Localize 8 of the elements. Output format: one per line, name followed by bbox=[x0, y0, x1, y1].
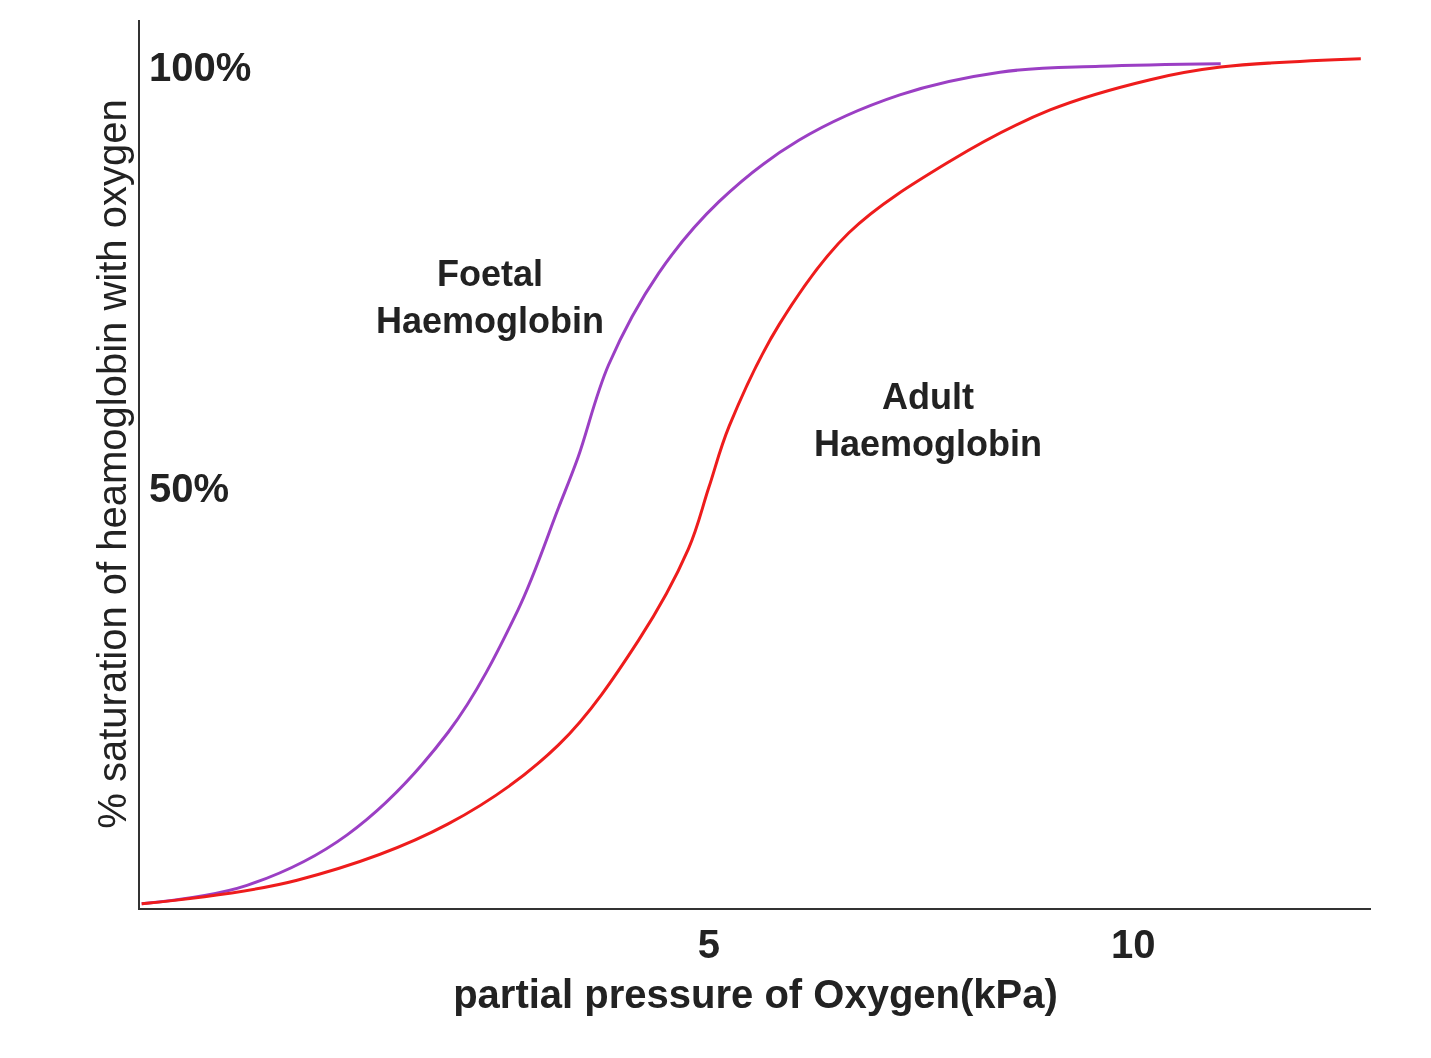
x-tick-label: 10 bbox=[1111, 922, 1156, 966]
x-tick-label: 5 bbox=[697, 922, 720, 966]
y-tick-label: 100% bbox=[149, 45, 252, 90]
y-axis-title: % saturation of heamoglobin with oxygen bbox=[90, 99, 134, 829]
series-label: Foetal Haemoglobin bbox=[376, 253, 605, 341]
x-axis-title: partial pressure of Oxygen(kPa) bbox=[453, 972, 1058, 1016]
y-tick-label: 50% bbox=[149, 465, 230, 510]
series-label: Adult Haemoglobin bbox=[814, 376, 1043, 464]
